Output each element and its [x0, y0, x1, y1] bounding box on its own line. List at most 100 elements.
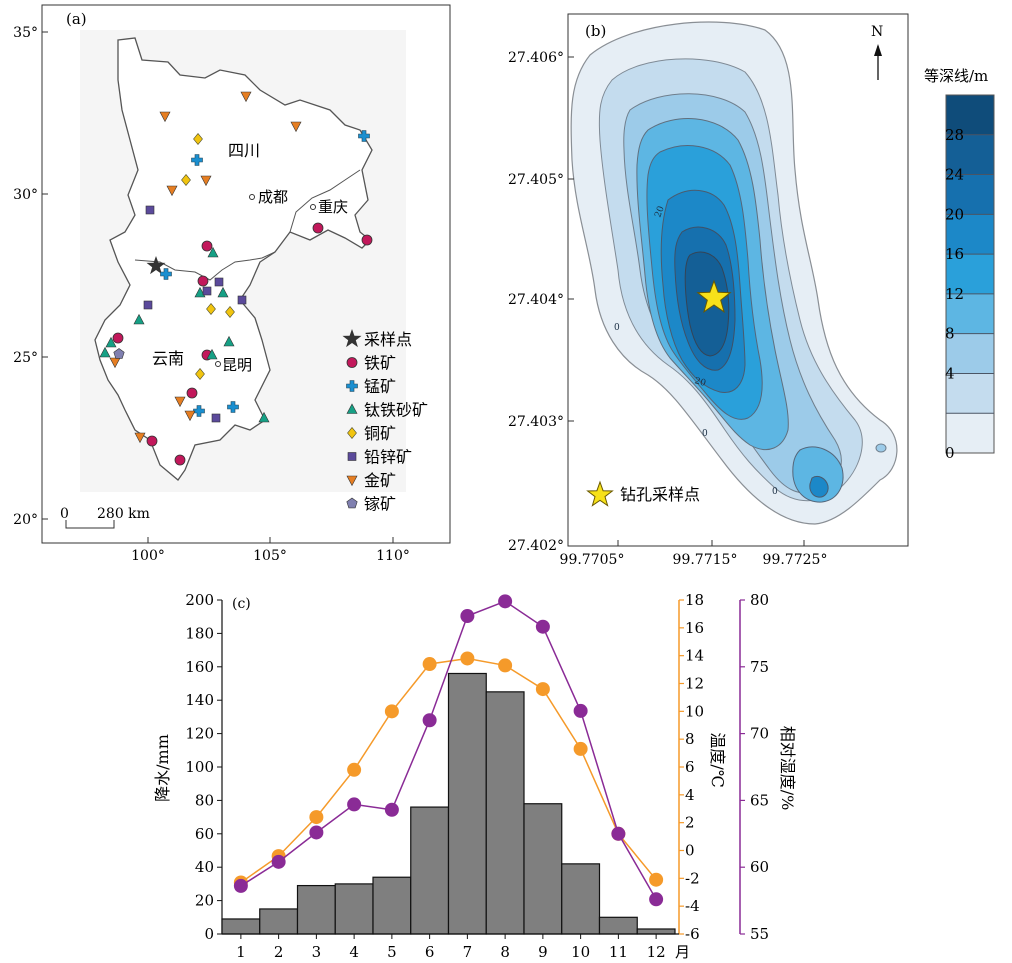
- humidity-tick-label: 80: [750, 591, 769, 609]
- b-lon-tick-2: 99.7715°: [673, 552, 738, 568]
- deposit-circle-icon: [201, 240, 213, 252]
- month-tick-label: 7: [463, 943, 473, 961]
- humidity-tick-label: 75: [750, 658, 769, 676]
- legend-circle-icon: [346, 357, 358, 368]
- deposit-star-icon: [146, 256, 166, 275]
- deposit-square-icon: [211, 413, 221, 423]
- deposit-triangle-down-icon: [166, 185, 178, 197]
- colorbar-tick-label: 16: [945, 245, 964, 263]
- deposit-circle-icon: [312, 222, 324, 234]
- month-tick-label: 2: [274, 943, 284, 961]
- precip-tick-label: 80: [195, 791, 214, 809]
- legend-label: 铅锌矿: [364, 448, 412, 467]
- temp-tick-label: 0: [685, 842, 695, 860]
- deposit-triangle-icon: [99, 346, 111, 358]
- temperature-line: [240, 657, 657, 884]
- deposit-pentagon-icon: [113, 348, 125, 359]
- humidity-point: [309, 825, 324, 840]
- panel-a: (a) 四川 云南 成都 重庆 昆明 35° 30° 25° 20° 100°: [13, 4, 451, 564]
- lon-tick-100: 100°: [131, 548, 165, 564]
- panel-a-frame: [41, 4, 451, 544]
- b-lat-tick-5: 27.402°: [508, 538, 564, 554]
- colorbar-tick-label: 24: [945, 166, 964, 184]
- temp-tick-label: 18: [685, 591, 704, 609]
- panel-b-label: (b): [585, 22, 606, 40]
- b-lat-tick-4: 27.403°: [508, 414, 564, 430]
- legend-label: 镓矿: [364, 495, 396, 514]
- lon-tick-110: 110°: [376, 548, 410, 564]
- precip-bar: [561, 863, 601, 935]
- contour-label-1: 20: [653, 205, 666, 219]
- humidity-point: [573, 703, 588, 718]
- north-label: N: [871, 24, 883, 40]
- deposit-diamond-icon: [195, 368, 205, 380]
- humidity-point: [271, 854, 286, 869]
- month-tick-label: 9: [538, 943, 548, 961]
- temp-tick-label: 10: [685, 702, 704, 720]
- city-kunming-dot: [215, 361, 221, 367]
- panel-a-lon-ticks: 100° 105° 110°: [131, 537, 410, 564]
- deposit-triangle-icon: [217, 286, 229, 298]
- humidity-tick-label: 70: [750, 725, 769, 743]
- city-kunming: 昆明: [222, 356, 252, 374]
- deposit-cross-icon: [160, 268, 172, 280]
- temp-tick-label: 8: [685, 730, 695, 748]
- depth-colorbar: 28 24 20 16 12 8 4 0: [945, 94, 995, 462]
- temperature-point: [535, 682, 550, 697]
- precip-tick-label: 160: [185, 658, 214, 676]
- scale-zero: 0: [60, 506, 69, 522]
- colorbar-segment: [946, 134, 994, 175]
- legend-star-icon: [342, 329, 362, 348]
- deposit-triangle-down-icon: [174, 396, 186, 408]
- contour-label-2: 20: [693, 376, 707, 389]
- deposit-triangle-icon: [133, 313, 145, 325]
- month-tick-label: 8: [500, 943, 510, 961]
- panel-b-lat-ticks: 27.406° 27.405° 27.404° 27.403° 27.402°: [508, 50, 574, 554]
- panel-a-lat-ticks: 35° 30° 25° 20°: [13, 25, 48, 528]
- temperature-point: [460, 651, 475, 666]
- temperature-point: [422, 657, 437, 672]
- colorbar-tick-label: 28: [945, 126, 964, 144]
- humidity-point: [498, 594, 513, 609]
- precip-bars: [221, 672, 676, 935]
- humidity-point: [422, 713, 437, 728]
- month-tick-label: 4: [349, 943, 359, 961]
- lat-tick-20: 20°: [13, 512, 38, 528]
- deposit-circle-icon: [174, 454, 186, 466]
- mineral-deposit-symbols: [99, 91, 373, 466]
- deposit-diamond-icon: [193, 133, 203, 145]
- temp-tick-label: -6: [685, 925, 700, 943]
- deposit-square-icon: [202, 286, 212, 296]
- colorbar-segment: [946, 254, 994, 294]
- b-lon-tick-3: 99.7725°: [763, 552, 828, 568]
- temp-tick-label: 12: [685, 675, 704, 693]
- region-sichuan: 四川: [228, 141, 260, 160]
- drill-legend-label: 钻孔采样点: [620, 485, 700, 504]
- chongqing-border: [289, 169, 361, 233]
- deposit-cross-icon: [191, 154, 203, 166]
- month-axis: 1 2 3 4 5 6 7 8 9 10 11 12: [222, 933, 679, 961]
- legend-label: 铁矿: [364, 354, 396, 373]
- deposit-triangle-down-icon: [290, 121, 302, 133]
- deposit-diamond-icon: [225, 306, 235, 318]
- deposit-square-icon: [237, 295, 247, 305]
- panel-b-lon-ticks: 99.7705° 99.7715° 99.7725°: [560, 540, 828, 568]
- panel-c-label: (c): [232, 596, 251, 612]
- contour-label-5: 0: [772, 487, 778, 497]
- humidity-point: [233, 878, 248, 893]
- temp-tick-label: 14: [685, 647, 704, 665]
- humidity-axis: 55 60 65 70 75 80: [739, 591, 769, 943]
- precip-tick-label: 40: [195, 858, 214, 876]
- city-chengdu-dot: [249, 194, 255, 200]
- legend-cross-icon: [346, 380, 358, 392]
- legend-label: 铜矿: [364, 424, 396, 443]
- y-hum-label: 相对湿度/%: [778, 726, 797, 811]
- precip-axis: 0 20 40 60 80 100 120 140 160 180 200: [185, 591, 223, 943]
- colorbar-segment: [946, 214, 994, 255]
- legend-triangle-down-icon: [346, 475, 358, 487]
- scale-distance: 280 km: [97, 506, 150, 522]
- humidity-point: [384, 802, 399, 817]
- deposit-cross-icon: [193, 405, 205, 417]
- precip-bar: [410, 806, 450, 935]
